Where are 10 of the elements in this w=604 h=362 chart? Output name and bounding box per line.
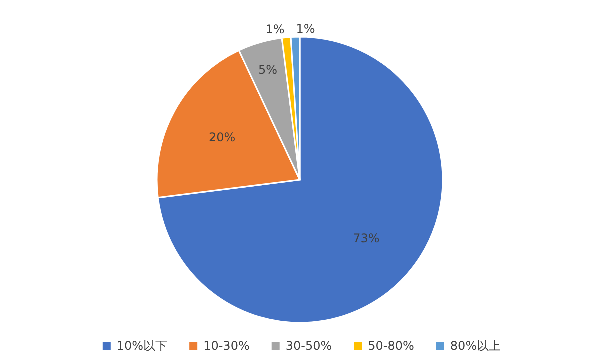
data-label: 1% xyxy=(296,22,316,36)
data-label: 73% xyxy=(353,232,380,246)
legend-label: 50-80% xyxy=(368,339,414,353)
data-label: 20% xyxy=(208,130,236,144)
legend-label: 80%以上 xyxy=(450,339,502,353)
legend-label: 10-30% xyxy=(204,339,250,353)
data-label: 1% xyxy=(266,22,285,37)
legend-label: 30-50% xyxy=(286,339,332,353)
data-label: 5% xyxy=(258,63,278,78)
legend-label: 10%以下 xyxy=(116,339,168,353)
